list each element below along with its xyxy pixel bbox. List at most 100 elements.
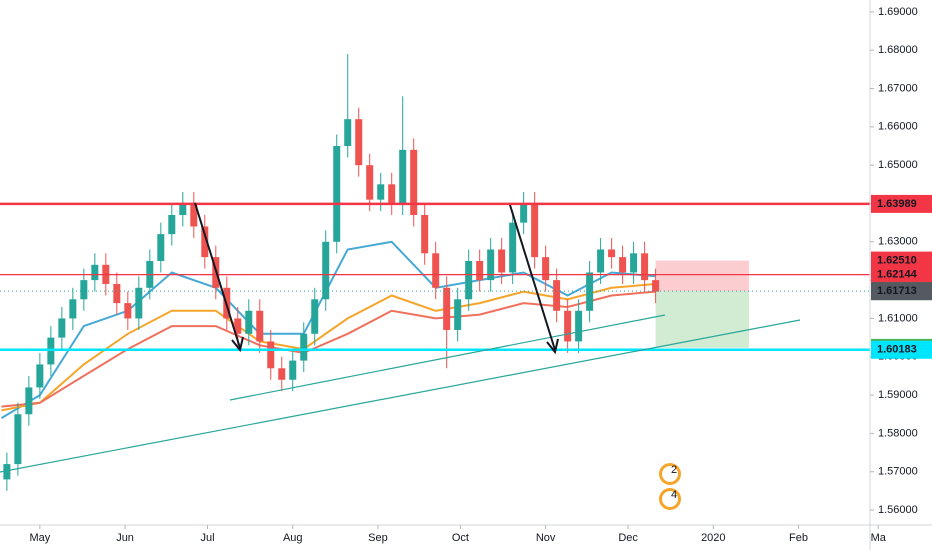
trend-line bbox=[0, 319, 801, 473]
candle-body bbox=[234, 318, 242, 334]
candle-body bbox=[443, 287, 451, 330]
candle-body bbox=[575, 310, 583, 342]
drawings bbox=[0, 202, 801, 473]
candle-body bbox=[531, 203, 539, 258]
price-tag-label: 1.61713 bbox=[877, 285, 917, 297]
candle-body bbox=[487, 249, 495, 281]
arrow-head bbox=[546, 338, 559, 355]
stop-zone bbox=[655, 260, 750, 292]
event-count: 4 bbox=[671, 489, 677, 501]
x-tick-label: 2020 bbox=[701, 532, 725, 544]
y-tick-label: 1.58000 bbox=[878, 427, 918, 439]
trend-line bbox=[229, 314, 666, 401]
y-tick-label: 1.67000 bbox=[878, 82, 918, 94]
candle-body bbox=[454, 299, 462, 330]
y-tick-label: 1.66000 bbox=[878, 121, 918, 133]
candle-body bbox=[410, 149, 418, 215]
arrow bbox=[509, 204, 556, 351]
x-tick-label: Dec bbox=[618, 532, 638, 544]
candle-body bbox=[256, 310, 264, 342]
plot-area bbox=[0, 54, 870, 491]
candle-body bbox=[58, 318, 66, 338]
x-tick-label: Feb bbox=[789, 532, 808, 544]
candle-body bbox=[322, 241, 330, 300]
y-tick-label: 1.63000 bbox=[878, 236, 918, 248]
x-tick-label: Ma bbox=[871, 532, 887, 544]
y-tick-label: 1.56000 bbox=[878, 504, 918, 516]
candle-body bbox=[14, 414, 22, 465]
candle-body bbox=[3, 464, 11, 480]
candle-body bbox=[267, 341, 275, 369]
events: 2 4 bbox=[659, 463, 681, 510]
target-zone bbox=[655, 291, 750, 348]
y-tick-label: 1.61000 bbox=[878, 312, 918, 324]
candle-body bbox=[344, 119, 352, 147]
arrow-head bbox=[231, 336, 244, 353]
price-tag-label: 1.60183 bbox=[877, 344, 917, 356]
y-tick-label: 1.68000 bbox=[878, 44, 918, 56]
candle-body bbox=[366, 165, 374, 200]
x-tick-label: Oct bbox=[452, 532, 469, 544]
candle-body bbox=[641, 253, 649, 281]
candle-body bbox=[157, 234, 165, 261]
candle-body bbox=[36, 364, 44, 388]
y-tick-label: 1.59000 bbox=[878, 389, 918, 401]
candle-body bbox=[245, 310, 253, 334]
candle-body bbox=[179, 203, 187, 215]
candle-body bbox=[465, 260, 473, 300]
candle-body bbox=[377, 184, 385, 200]
candle-body bbox=[553, 280, 561, 311]
candle-body bbox=[542, 257, 550, 281]
x-tick-label: Sep bbox=[368, 532, 388, 544]
price-tag bbox=[871, 194, 932, 213]
candle-body bbox=[586, 272, 594, 311]
candle-body bbox=[25, 387, 33, 415]
candle-body bbox=[432, 253, 440, 288]
candle-body bbox=[69, 299, 77, 319]
candle-body bbox=[630, 253, 638, 273]
candle-body bbox=[509, 222, 517, 273]
x-tick-label: Nov bbox=[536, 532, 556, 544]
candle-body bbox=[597, 249, 605, 273]
candle-body bbox=[168, 214, 176, 235]
y-tick-label: 1.65000 bbox=[878, 159, 918, 171]
price-tag-label: 1.62144 bbox=[877, 269, 918, 281]
x-tick-label: Jul bbox=[201, 532, 215, 544]
candle-body bbox=[608, 249, 616, 258]
candle-body bbox=[201, 226, 209, 258]
price-tag-label: 1.62510 bbox=[877, 254, 917, 266]
candle-body bbox=[476, 260, 484, 281]
candle-body bbox=[399, 149, 407, 204]
x-tick-label: Aug bbox=[283, 532, 303, 544]
candle-body bbox=[190, 203, 198, 227]
axes: 1.560001.570001.580001.590001.600001.610… bbox=[29, 6, 932, 544]
candle-body bbox=[498, 249, 506, 273]
candle-body bbox=[91, 264, 99, 281]
candle-body bbox=[619, 257, 627, 273]
candle-body bbox=[421, 214, 429, 254]
event-icon bbox=[662, 466, 678, 482]
candle-body bbox=[80, 280, 88, 300]
price-tag bbox=[871, 251, 932, 270]
candle-body bbox=[278, 368, 286, 380]
candle-body bbox=[135, 287, 143, 319]
candle-body bbox=[520, 203, 528, 223]
price-tag bbox=[871, 282, 932, 301]
price-tag bbox=[871, 265, 932, 284]
price-tag-label: 1.63989 bbox=[877, 198, 917, 210]
candle-body bbox=[388, 184, 396, 204]
arrow bbox=[194, 202, 241, 349]
candle-body bbox=[300, 333, 308, 361]
candle-body bbox=[564, 310, 572, 342]
x-tick-label: May bbox=[29, 532, 50, 544]
candle-body bbox=[355, 119, 363, 166]
candle-body bbox=[652, 280, 660, 292]
event-icon bbox=[662, 491, 678, 507]
moving-average bbox=[1, 290, 656, 408]
candle-body bbox=[333, 146, 341, 242]
candle-body bbox=[124, 303, 132, 319]
candle-body bbox=[289, 360, 297, 380]
candle-body bbox=[47, 337, 55, 365]
y-tick-label: 1.57000 bbox=[878, 466, 918, 478]
